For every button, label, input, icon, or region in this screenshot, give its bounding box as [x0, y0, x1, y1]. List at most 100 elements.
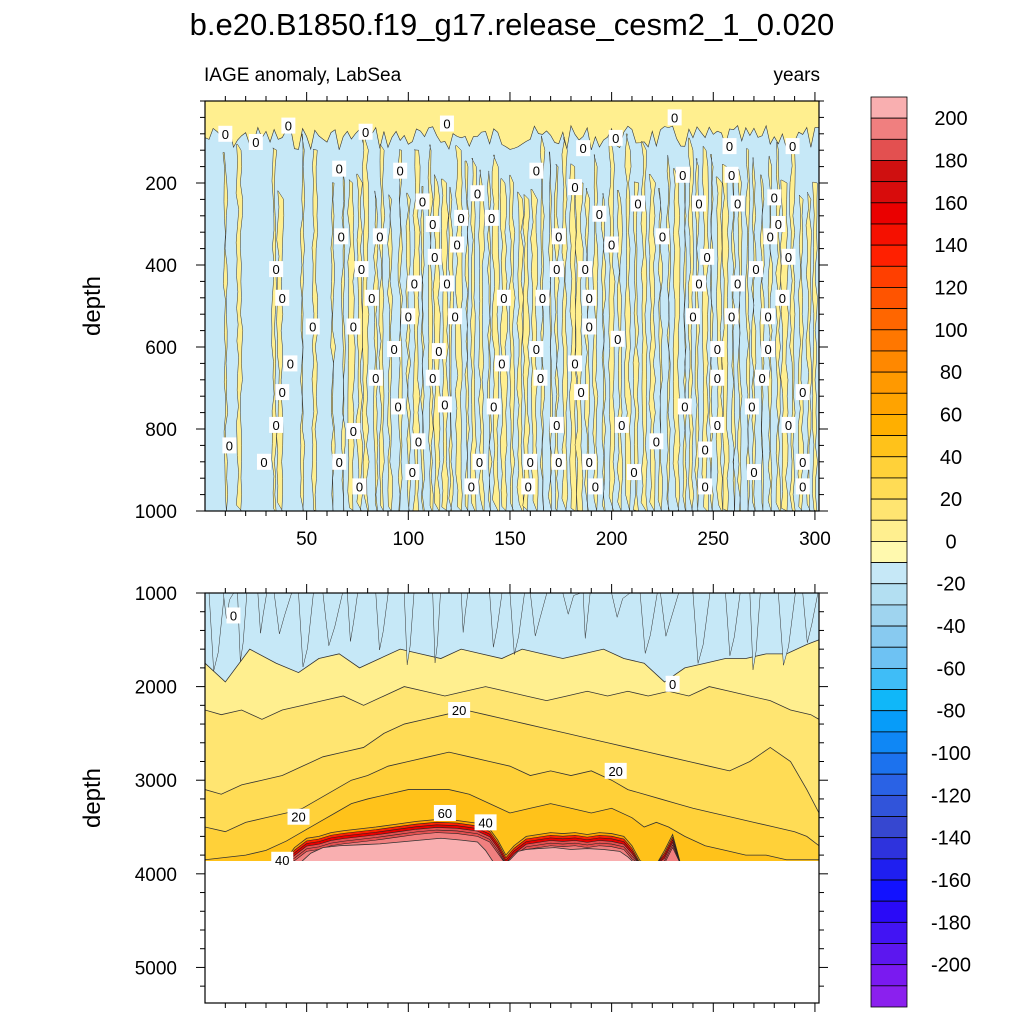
contour-label-box	[582, 289, 597, 306]
contour-label-box	[665, 675, 680, 692]
colorbar-box	[870, 223, 908, 246]
contour-label-text: 0	[362, 125, 369, 140]
contour-label-text: 0	[498, 356, 505, 371]
contour-label: 0	[425, 369, 440, 386]
lower-negative-patch	[778, 593, 796, 666]
contour-label: 0	[464, 478, 479, 495]
contour-label: 0	[437, 396, 452, 413]
contour-label: 0	[529, 341, 544, 358]
contour-label-text: 0	[411, 276, 418, 291]
contour-label: 0	[614, 416, 629, 433]
contour-label-box	[352, 478, 367, 495]
upper-positive-column	[657, 188, 663, 511]
upper-positive-column	[745, 148, 751, 511]
contour-label-text: 0	[279, 291, 286, 306]
upper-positive-column	[569, 163, 577, 511]
lower-negative-patch	[582, 593, 591, 639]
contour-label-box	[551, 453, 566, 470]
upper-ylabel: depth	[79, 276, 106, 336]
contour-label: 0	[710, 341, 725, 358]
contour-label-text: 0	[728, 309, 735, 324]
colorbar-label: 200	[934, 108, 967, 130]
contour-label-box	[698, 478, 713, 495]
contour-label-text: 0	[752, 262, 759, 277]
contour-label-box	[283, 355, 298, 372]
colorbar-box	[870, 604, 908, 627]
contour-label: 0	[746, 464, 761, 481]
contour-label-text: 0	[586, 320, 593, 335]
chart-title: b.e20.B1850.f19_g17.release_cesm2_1_0.02…	[190, 7, 835, 42]
contour-label-text: 0	[695, 276, 702, 291]
upper-positive-column	[539, 135, 546, 511]
y-tick-label: 400	[145, 256, 177, 277]
lower-negative-patch	[639, 593, 658, 654]
lower-negative-patch	[223, 593, 234, 619]
contour-label-text: 0	[419, 194, 426, 209]
contour-label-text: 0	[748, 399, 755, 414]
upper-positive-column	[632, 181, 640, 511]
contour-label-text: 0	[372, 371, 379, 386]
contour-label: 0	[667, 109, 682, 126]
contour-label-box	[533, 369, 548, 386]
colorbar-box	[870, 392, 908, 415]
contour-label-box	[582, 453, 597, 470]
contour-label-text: 0	[578, 385, 585, 400]
contour-label: 0	[352, 478, 367, 495]
colorbar-box	[870, 541, 908, 563]
contour-label-box	[795, 478, 810, 495]
contour-label: 0	[405, 464, 420, 481]
contour-label: 0	[472, 453, 487, 470]
contour-label-text: 0	[273, 262, 280, 277]
colorbar-label: 140	[934, 235, 967, 257]
contour-label: 0	[283, 355, 298, 372]
contour-label-text: 0	[431, 250, 438, 265]
colorbar-box	[870, 646, 908, 669]
contour-label: 0	[354, 261, 369, 278]
colorbar-box	[870, 943, 908, 966]
contour-label: 0	[649, 433, 664, 450]
contour-label-box	[677, 398, 692, 415]
upper-positive-column	[508, 174, 516, 511]
contour-label: 0	[411, 433, 426, 450]
contour-label-box	[582, 318, 597, 335]
colorbar-label: 20	[940, 489, 962, 511]
contour-label-box	[346, 423, 361, 440]
lower-negative-patch	[208, 593, 225, 672]
lower-negative-patch	[562, 593, 581, 616]
contour-label-box	[393, 162, 408, 179]
contour-label-text: 0	[222, 127, 229, 142]
contour-label-box	[551, 228, 566, 245]
contour-label-text: 0	[592, 479, 599, 494]
upper-positive-column	[522, 194, 531, 511]
contour-label: 0	[730, 275, 745, 292]
contour-label-box	[576, 140, 591, 157]
colorbar-box	[870, 498, 908, 521]
contour-label: 0	[549, 416, 564, 433]
contour-label-text: 0	[500, 291, 507, 306]
contour-label-text: 0	[390, 342, 397, 357]
contour-label: 0	[626, 464, 641, 481]
contour-label: 0	[592, 205, 607, 222]
contour-label: 0	[368, 369, 383, 386]
x-tick-label: 250	[697, 529, 729, 550]
contour-label: 0	[582, 318, 597, 335]
contour-label: 0	[692, 195, 707, 212]
y-tick-label: 1000	[135, 502, 177, 523]
colorbar-box	[870, 879, 908, 902]
contour-label-box	[568, 355, 583, 372]
contour-label-text: 0	[415, 434, 422, 449]
lower-negative-patch	[403, 593, 415, 665]
contour-label-text: 0	[571, 180, 578, 195]
contour-label-box	[700, 248, 715, 265]
contour-label-text: 0	[785, 250, 792, 265]
upper-positive-column	[805, 192, 812, 511]
colorbar-label: -40	[937, 616, 966, 638]
contour-label-box	[748, 261, 763, 278]
contour-label: 20	[287, 808, 310, 825]
contour-label-text: 0	[553, 418, 560, 433]
colorbar-label: 40	[940, 447, 962, 469]
subtitle-right: years	[774, 65, 820, 86]
contour-label-text: 0	[368, 291, 375, 306]
contour-label: 0	[387, 341, 402, 358]
